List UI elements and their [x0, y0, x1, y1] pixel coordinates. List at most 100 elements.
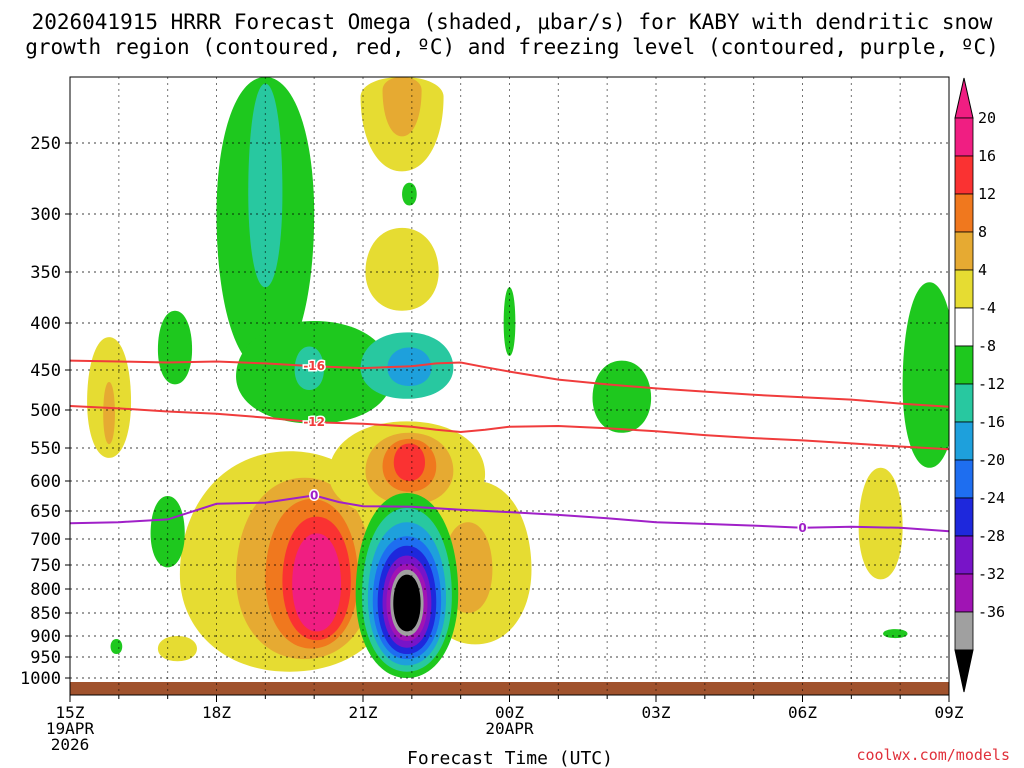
omega-level--36 — [393, 574, 421, 632]
credit-link[interactable]: coolwx.com/models — [856, 746, 1010, 764]
omega-level-4 — [858, 467, 903, 580]
omega-region-downdraft-left-small — [157, 310, 193, 385]
colorbar-segment-4 — [954, 269, 974, 309]
chart-title-line-2: growth region (contoured, red, ºC) and f… — [25, 35, 999, 59]
colorbar-label-12: -32 — [978, 565, 1005, 583]
pressure-axis: 250 300 350 400 450 500 550 600 650 700 750 800 850 9… — [20, 134, 70, 689]
omega-level-20 — [292, 533, 342, 632]
x-axis-label: Forecast Time (UTC) — [407, 748, 613, 768]
omega-region-upper-plume-1 — [360, 77, 444, 172]
colorbar-segment-7 — [954, 383, 974, 423]
colorbar-segment-0 — [954, 117, 974, 157]
ytick-label-250: 250 — [30, 134, 61, 154]
omega-region-downdraft-low-east — [883, 629, 908, 639]
colorbar-segment-13 — [954, 611, 974, 651]
ytick-label-600: 600 — [30, 472, 61, 492]
xtick-label-9-0: 00Z — [495, 703, 524, 722]
ytick-label-950: 950 — [30, 648, 61, 668]
omega-region-updraft-east-small — [858, 467, 903, 580]
omega-region-downdraft-mid-right — [592, 360, 652, 433]
colorbar-label-2: 12 — [978, 185, 996, 203]
omega-shading-layer — [70, 77, 949, 695]
omega-region-downdraft-mid-left — [294, 346, 324, 390]
contour-label-0: 0 — [310, 488, 318, 502]
ytick-label-650: 650 — [30, 502, 61, 522]
contour-label--12: -12 — [303, 415, 325, 429]
contour-label-0: 0 — [798, 521, 806, 535]
colorbar-label-11: -28 — [978, 527, 1005, 545]
ytick-label-700: 700 — [30, 530, 61, 550]
colorbar-segment-11 — [954, 535, 974, 575]
omega-level--4 — [157, 310, 193, 385]
xtick-label-12-0: 03Z — [642, 703, 671, 722]
colorbar-segment-9 — [954, 459, 974, 499]
colorbar-label-4: 4 — [978, 261, 987, 279]
omega-level-4 — [365, 227, 439, 311]
omega-level--4 — [883, 629, 908, 639]
colorbar-segment-6 — [954, 345, 974, 385]
colorbar-segment-8 — [954, 421, 974, 461]
omega-region-downdraft-tiny-top — [402, 182, 417, 206]
colorbar: 20 16 12 8 4 -4 -8 -12 -16 -20 -24 -28 -32 -36 — [954, 77, 1005, 693]
colorbar-label-1: 16 — [978, 147, 996, 165]
ytick-label-1000: 1000 — [20, 669, 61, 689]
omega-level--4 — [402, 182, 417, 206]
omega-level-16 — [393, 443, 426, 481]
contour-label--16: -16 — [303, 359, 325, 373]
contour-line--12 — [69, 405, 950, 451]
omega-level--4 — [592, 360, 652, 433]
omega-regions — [87, 77, 949, 678]
colorbar-label-8: -16 — [978, 413, 1005, 431]
colorbar-label-13: -36 — [978, 603, 1005, 621]
colorbar-top-arrow — [954, 77, 974, 119]
ytick-label-800: 800 — [30, 580, 61, 600]
xtick-label-0-2: 2026 — [51, 735, 90, 754]
omega-level-8 — [382, 77, 422, 137]
ytick-label-450: 450 — [30, 361, 61, 381]
ytick-label-750: 750 — [30, 556, 61, 576]
xtick-label-3-0: 18Z — [202, 703, 231, 722]
colorbar-segment-10 — [954, 497, 974, 537]
colorbar-label-6: -8 — [978, 337, 996, 355]
colorbar-bottom-arrow — [954, 649, 974, 693]
omega-region-downdraft-mid — [236, 320, 454, 424]
omega-level--8 — [294, 346, 324, 390]
omega-region-lower-updraft-west — [179, 451, 400, 672]
grid-layer — [70, 77, 949, 695]
colorbar-label-9: -20 — [978, 451, 1005, 469]
contour-line--16 — [69, 359, 950, 408]
omega-level--4 — [503, 287, 516, 356]
omega-region-strong-downdraft — [355, 493, 459, 678]
xtick-label-9-1: 20APR — [485, 719, 534, 738]
colorbar-label-3: 8 — [978, 223, 987, 241]
colorbar-segment-1 — [954, 155, 974, 195]
omega-region-downdraft-east-edge — [902, 282, 949, 468]
colorbar-label-10: -24 — [978, 489, 1005, 507]
surface-strip — [70, 682, 949, 695]
omega-region-downdraft-thin — [503, 287, 516, 356]
colorbar-segment-12 — [954, 573, 974, 613]
omega-level--4 — [902, 282, 949, 468]
xtick-label-18-0: 09Z — [935, 703, 964, 722]
temperature-contour-layer: -16 -12 0 0 — [69, 358, 950, 536]
omega-region-downdraft-lowest-west — [110, 638, 123, 655]
colorbar-label-7: -12 — [978, 375, 1005, 393]
colorbar-segment-5 — [954, 307, 974, 347]
omega-region-downdraft-low-west — [150, 496, 185, 568]
ytick-label-300: 300 — [30, 205, 61, 225]
colorbar-segment-2 — [954, 193, 974, 233]
ytick-label-400: 400 — [30, 314, 61, 334]
colorbar-segment-3 — [954, 231, 974, 271]
chart-title-line-1: 2026041915 HRRR Forecast Omega (shaded, … — [32, 10, 993, 34]
omega-level--4 — [150, 496, 185, 568]
ytick-label-550: 550 — [30, 439, 61, 459]
omega-region-upper-plume-2 — [365, 227, 439, 311]
ytick-label-900: 900 — [30, 627, 61, 647]
xtick-label-0-0: 15Z — [56, 703, 85, 722]
ytick-label-350: 350 — [30, 263, 61, 283]
ytick-label-850: 850 — [30, 604, 61, 624]
omega-level-8 — [103, 382, 115, 445]
xtick-label-15-0: 06Z — [788, 703, 817, 722]
